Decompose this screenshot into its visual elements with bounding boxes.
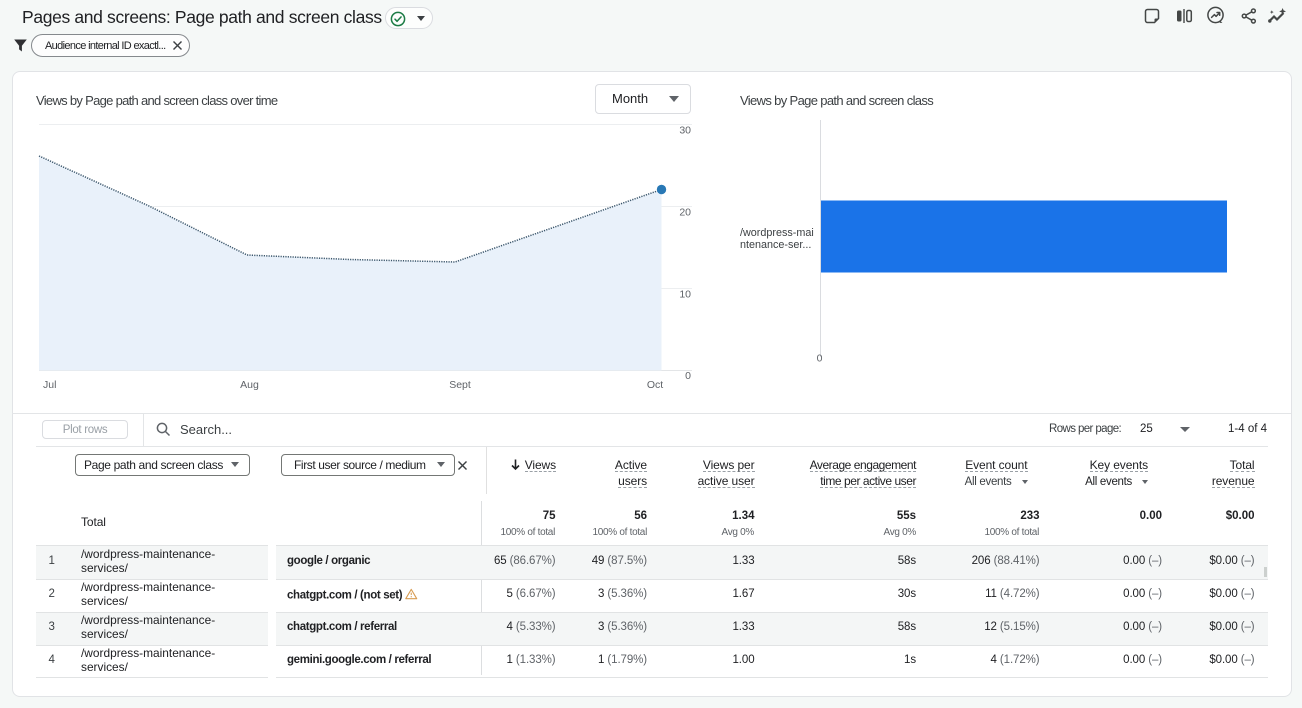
svg-text:Aug: Aug — [240, 379, 259, 391]
svg-text:30: 30 — [679, 125, 691, 137]
svg-text:ntenance-ser...: ntenance-ser... — [740, 239, 811, 251]
svg-text:0: 0 — [685, 370, 691, 382]
svg-text:0: 0 — [817, 353, 823, 365]
svg-text:/wordpress-mai: /wordpress-mai — [740, 227, 814, 239]
svg-text:Oct: Oct — [647, 379, 663, 391]
svg-text:20: 20 — [679, 207, 691, 219]
svg-text:Jul: Jul — [43, 379, 56, 391]
svg-text:Sept: Sept — [449, 379, 471, 391]
svg-text:10: 10 — [679, 289, 691, 301]
